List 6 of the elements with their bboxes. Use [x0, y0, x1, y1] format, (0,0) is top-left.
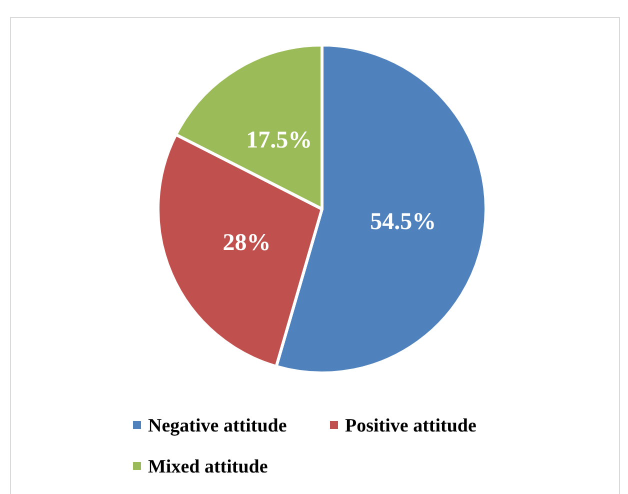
legend-label: Mixed attitude — [148, 456, 268, 478]
data-label: 54.5% — [370, 208, 436, 235]
legend-label: Positive attitude — [345, 416, 476, 437]
legend-label: Negative attitude — [148, 416, 287, 437]
data-label: 17.5% — [246, 127, 312, 154]
data-label: 28% — [222, 230, 271, 256]
